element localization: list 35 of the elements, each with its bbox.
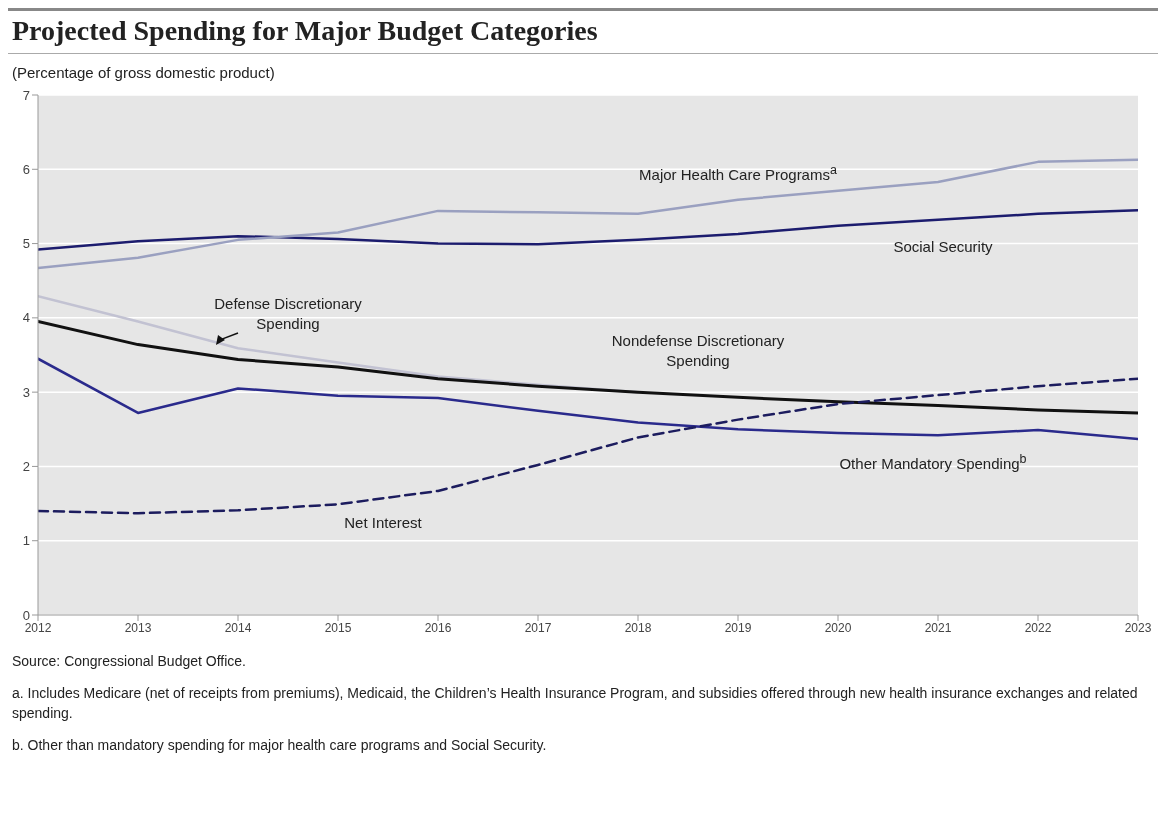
y-tick-label: 3 xyxy=(22,384,30,400)
text: a. Includes Medicare (net of receipts from premiums), Medicaid, the Children’s Health Insurance Program, and subsidies offered through new health insurance exchanges and related spending. xyxy=(12,684,1139,723)
series-label: Nondefense Discretionary Spending xyxy=(610,331,786,372)
x-tick-label: 2017 xyxy=(524,620,552,635)
series-label: Other Mandatory Spending$^{b}$ xyxy=(838,450,1028,474)
x-tick-label: 2018 xyxy=(624,620,652,635)
x-tick-label: 2014 xyxy=(224,620,252,635)
y-tick-label: 7 xyxy=(22,87,30,103)
line-series xyxy=(38,158,1138,270)
y-tick-label: 4 xyxy=(22,310,30,326)
text: b. Other than mandatory spending for major health care programs and Social Security. xyxy=(12,736,548,755)
y-tick-label: 0 xyxy=(22,607,30,623)
x-tick-label: 2019 xyxy=(724,620,752,635)
series-label: Social Security xyxy=(892,237,994,258)
series-label: Net Interest xyxy=(343,512,423,533)
x-tick-label: 2022 xyxy=(1024,620,1052,635)
x-tick-label: 2023 xyxy=(1124,620,1152,635)
line-series xyxy=(38,377,1138,515)
x-tick-label: 2020 xyxy=(824,620,852,635)
x-tick-label: 2016 xyxy=(424,620,452,635)
y-tick-label: 1 xyxy=(22,533,30,549)
series-label: Major Health Care Programs$^{a}$ xyxy=(638,161,838,184)
x-tick-label: 2021 xyxy=(924,620,952,635)
source-note: Source: Congressional Budget Office. xyxy=(12,653,247,669)
series-label: Defense Discretionary Spending xyxy=(213,294,363,335)
chart-subtitle: (Percentage of gross domestic product) xyxy=(12,64,276,81)
line-series xyxy=(38,320,1138,415)
y-tick-label: 5 xyxy=(22,236,30,252)
x-tick-label: 2013 xyxy=(124,620,152,635)
x-tick-label: 2012 xyxy=(24,620,52,635)
x-tick-label: 2015 xyxy=(324,620,352,635)
y-tick-label: 6 xyxy=(22,161,30,177)
chart-title: Projected Spending for Major Budget Categories xyxy=(12,15,599,47)
y-tick-label: 2 xyxy=(22,459,30,475)
line-series xyxy=(38,357,1138,441)
